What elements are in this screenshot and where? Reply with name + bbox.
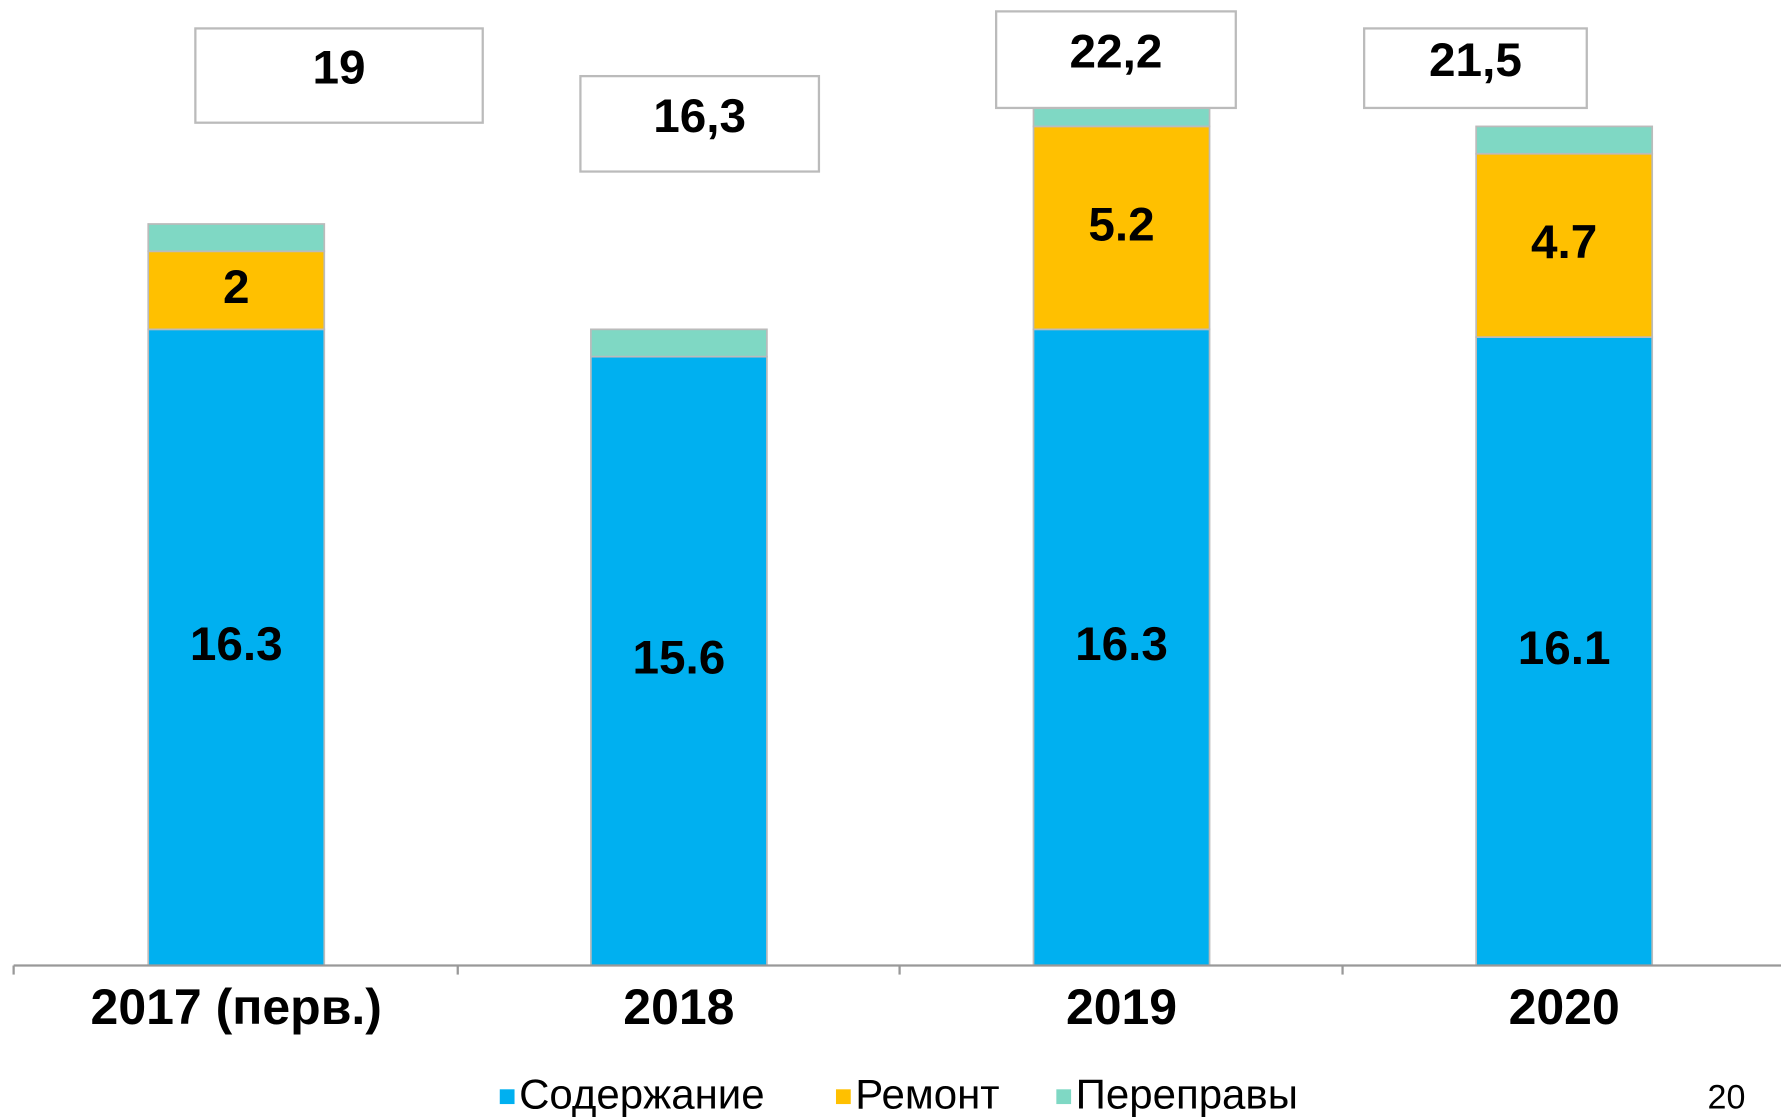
legend-label: Содержание [519,1070,765,1117]
data-label: 16.3 [1075,618,1168,671]
data-label: 2 [223,261,250,314]
bar-segment [147,328,326,967]
legend-swatch [499,1089,515,1105]
bar-segment [147,223,326,253]
total-label: 16,3 [653,90,746,143]
total-box [1363,27,1588,110]
bar-segment [1032,125,1211,331]
data-label: 4.7 [1531,216,1597,269]
legend-swatch [1056,1089,1072,1105]
bar-segment [147,250,326,331]
bar-segment [1032,328,1211,967]
total-box [194,27,484,124]
data-label: 16.3 [190,618,283,671]
data-label: 15.6 [632,632,725,685]
total-label: 21,5 [1429,34,1522,87]
x-tick-label: 2019 [1066,979,1177,1035]
page-number: 20 [1708,1079,1746,1117]
bar-segment [1475,336,1654,967]
bar-segment [1475,125,1654,155]
x-tick-label: 2017 (перв.) [91,979,382,1035]
total-label: 19 [313,42,366,95]
total-box [994,10,1237,110]
total-box [579,74,821,173]
total-label: 22,2 [1070,26,1163,79]
bar-segment [590,328,768,358]
x-tick-label: 2020 [1509,979,1620,1035]
bar-segment [1475,152,1654,339]
data-label: 5.2 [1088,198,1154,251]
data-label: 16.1 [1518,622,1611,675]
legend-label: Переправы [1076,1070,1298,1117]
legend-swatch [835,1089,851,1105]
x-tick-label: 2018 [623,979,734,1035]
legend-label: Ремонт [855,1070,999,1117]
